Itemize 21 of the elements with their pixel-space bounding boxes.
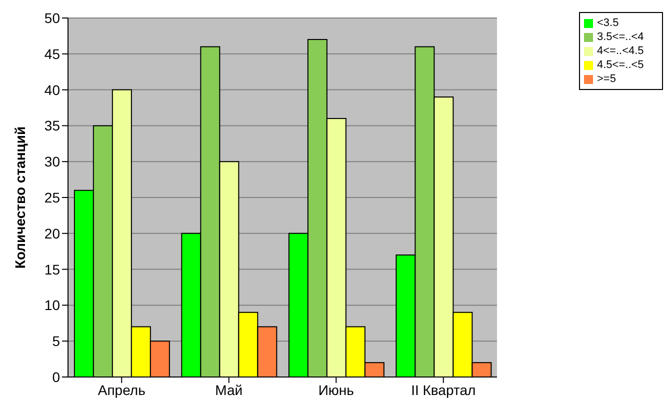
x-tick-label: Апрель bbox=[98, 382, 146, 398]
legend-label: 3.5<=..<4 bbox=[597, 31, 644, 43]
y-tick-label: 15 bbox=[44, 261, 60, 278]
y-axis-title: Количество станций bbox=[12, 126, 28, 269]
y-tick-label: 40 bbox=[44, 82, 60, 98]
legend-label: >=5 bbox=[597, 73, 616, 85]
x-tick-label: Июнь bbox=[318, 382, 354, 398]
y-tick-label: 35 bbox=[44, 118, 60, 134]
y-tick-label: 50 bbox=[44, 10, 60, 26]
y-tick-label: 5 bbox=[52, 333, 60, 350]
y-tick-label: 10 bbox=[44, 297, 60, 314]
x-tick-label: II Квартал bbox=[411, 382, 476, 398]
y-tick-label: 30 bbox=[44, 154, 60, 170]
legend-label: 4.5<=..<5 bbox=[597, 59, 644, 71]
y-tick-label: 20 bbox=[44, 225, 60, 242]
legend-label: <3.5 bbox=[597, 17, 619, 29]
y-tick-label: 45 bbox=[44, 46, 60, 62]
legend-label: 4<=..<4.5 bbox=[597, 45, 644, 57]
y-tick-label: 25 bbox=[44, 189, 60, 206]
y-tick-label: 0 bbox=[52, 368, 60, 385]
x-tick-label: Май bbox=[215, 382, 243, 398]
